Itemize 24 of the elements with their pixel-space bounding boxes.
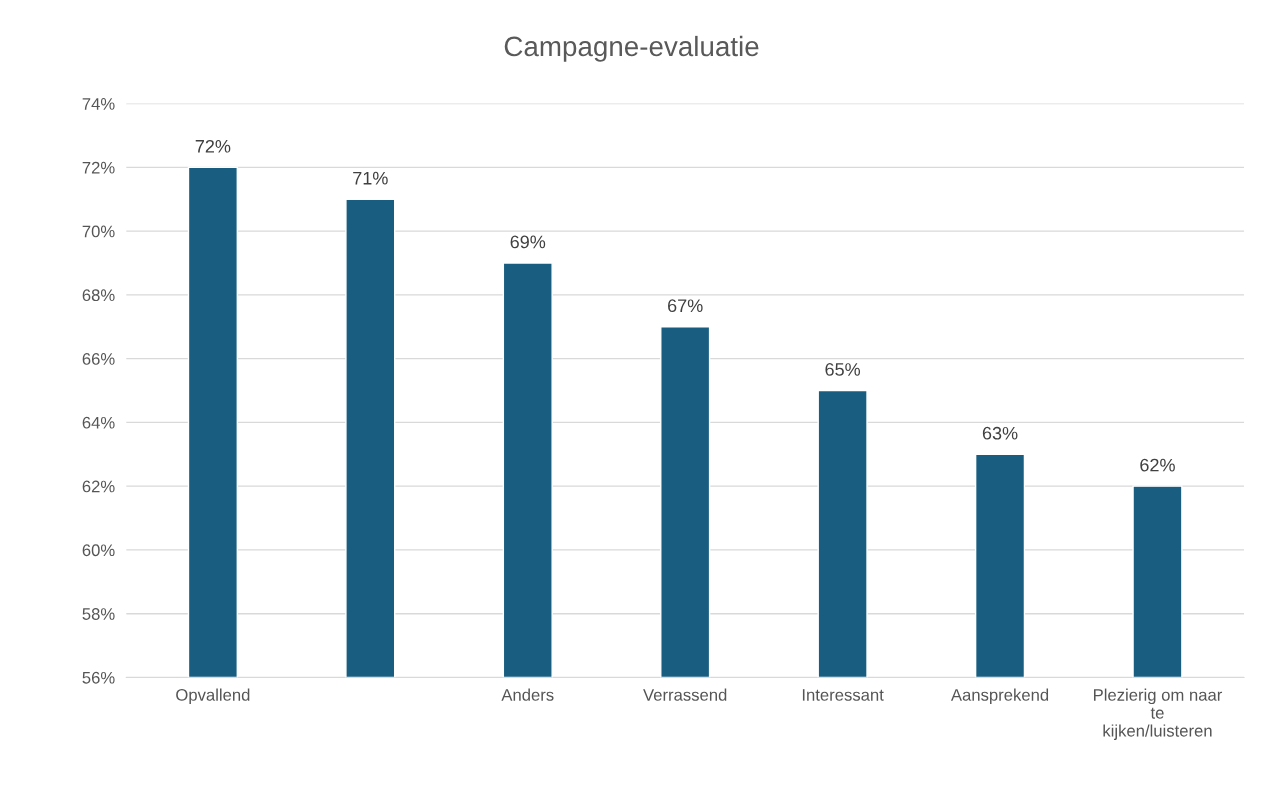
- data-label: 69%: [510, 235, 546, 249]
- x-tick-label: Plezierig om naar te kijken/luisteren: [1094, 688, 1223, 740]
- y-tick-label: 72%: [82, 161, 115, 174]
- data-label: 71%: [353, 171, 388, 185]
- y-tick-label: 62%: [82, 480, 115, 493]
- x-tick-label: Opvallend: [176, 688, 250, 705]
- data-label: 72%: [195, 139, 231, 153]
- data-label: 67%: [668, 299, 703, 313]
- y-tick-label: 66%: [82, 353, 115, 365]
- y-tick-label: 68%: [82, 289, 115, 302]
- data-label: 62%: [1140, 458, 1175, 472]
- data-label: 63%: [982, 426, 1018, 440]
- y-tick-label: 64%: [82, 416, 115, 429]
- data-label: 65%: [825, 363, 861, 376]
- y-tick-label: 56%: [82, 671, 115, 684]
- x-tick-label: Interessant: [802, 689, 884, 701]
- y-tick-label: 70%: [82, 225, 115, 238]
- x-tick-label: Aansprekend: [950, 688, 1049, 705]
- y-tick-label: 58%: [82, 608, 115, 620]
- y-tick-label: 60%: [82, 544, 115, 557]
- x-tick-label: Verrassend: [643, 688, 727, 701]
- chart-title: Campagne-evaluatie: [504, 35, 759, 62]
- y-tick-label: 74%: [82, 98, 115, 110]
- x-tick-label: Anders: [501, 688, 554, 701]
